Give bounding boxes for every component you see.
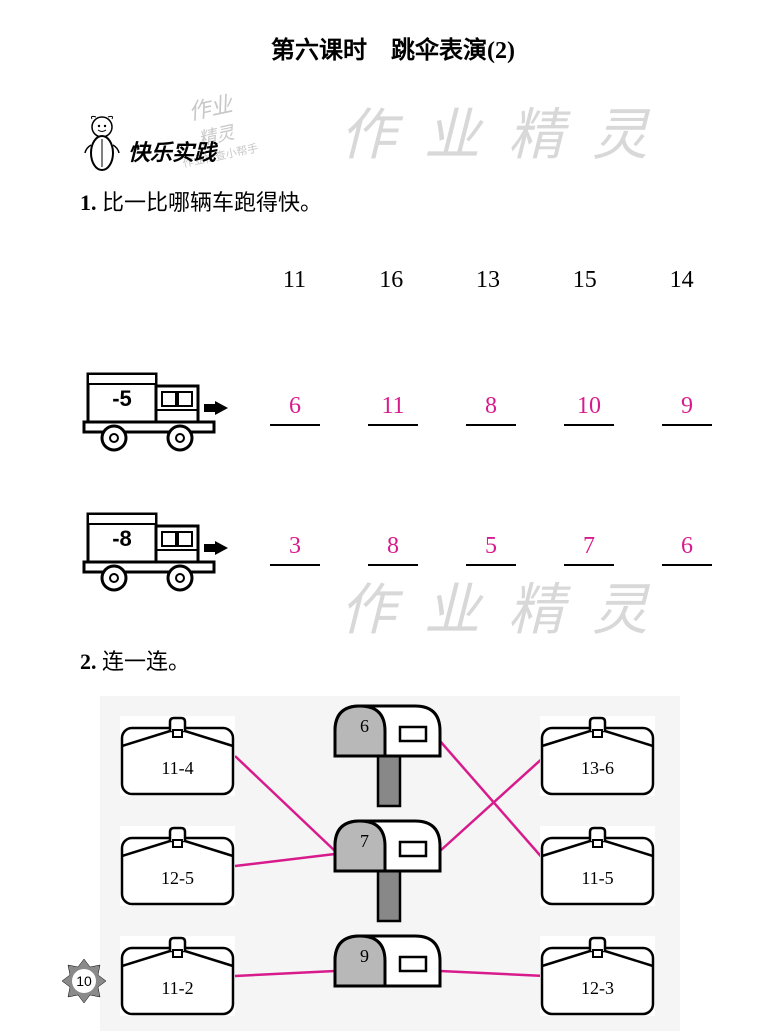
envelope-label: 13-6 xyxy=(540,758,655,779)
question-2: 2. 连一连。 xyxy=(80,644,706,676)
mailbox: 7 xyxy=(330,816,445,891)
answer-cell: 5 xyxy=(466,533,516,566)
section-label: 快乐实践 xyxy=(128,135,216,167)
envelope-label: 11-2 xyxy=(120,978,235,999)
q1-header: 15 xyxy=(560,267,609,294)
answer-cell: 8 xyxy=(368,533,418,566)
q1-header: 11 xyxy=(270,267,319,294)
q2-number: 2. xyxy=(80,649,97,674)
q1-header-row: 11 16 13 15 14 xyxy=(270,267,706,294)
envelope-label: 11-5 xyxy=(540,868,655,889)
mailbox-label: 7 xyxy=(360,831,369,852)
q1-header: 16 xyxy=(367,267,416,294)
q1-number: 1. xyxy=(80,190,97,215)
page-number: 10 xyxy=(76,973,92,989)
envelope: 11-2 xyxy=(120,936,235,1016)
mailbox: 9 xyxy=(330,931,445,1006)
connection-line xyxy=(440,971,545,976)
q1-header: 13 xyxy=(464,267,513,294)
answer-cell: 11 xyxy=(368,393,418,426)
truck-b-row: -8 38576 xyxy=(80,504,706,594)
answer-cell: 6 xyxy=(270,393,320,426)
mascot-icon xyxy=(80,115,125,175)
q1-header: 14 xyxy=(657,267,706,294)
answer-cell: 7 xyxy=(564,533,614,566)
connection-line xyxy=(235,971,335,976)
connection-line xyxy=(235,854,335,866)
answer-cell: 10 xyxy=(564,393,614,426)
question-1: 1. 比一比哪辆车跑得快。 xyxy=(80,185,706,217)
connection-line xyxy=(440,741,545,861)
q2-prompt: 连一连。 xyxy=(102,649,190,674)
connection-line xyxy=(235,756,335,851)
answer-cell: 9 xyxy=(662,393,712,426)
answer-cell: 3 xyxy=(270,533,320,566)
connection-line xyxy=(440,756,545,851)
envelope-label: 12-3 xyxy=(540,978,655,999)
svg-text:-8: -8 xyxy=(112,526,132,551)
answer-cell: 6 xyxy=(662,533,712,566)
envelope: 11-5 xyxy=(540,826,655,906)
truck-icon: -5 xyxy=(80,364,240,454)
q2-diagram: 11-4 13-6 12-5 11-5 11-2 12-3 6 7 xyxy=(100,696,680,1031)
svg-text:-5: -5 xyxy=(112,386,132,411)
envelope: 13-6 xyxy=(540,716,655,796)
envelope-label: 12-5 xyxy=(120,868,235,889)
mailbox-label: 6 xyxy=(360,716,369,737)
envelope: 12-3 xyxy=(540,936,655,1016)
page-title: 第六课时 跳伞表演(2) xyxy=(80,30,706,65)
envelope-label: 11-4 xyxy=(120,758,235,779)
mailbox-label: 9 xyxy=(360,946,369,967)
truck-icon: -8 xyxy=(80,504,240,594)
mailbox: 6 xyxy=(330,701,445,776)
envelope: 12-5 xyxy=(120,826,235,906)
envelope: 11-4 xyxy=(120,716,235,796)
truck-a-row: -5 6118109 xyxy=(80,364,706,454)
answer-cell: 8 xyxy=(466,393,516,426)
q1-prompt: 比一比哪辆车跑得快。 xyxy=(102,190,322,215)
